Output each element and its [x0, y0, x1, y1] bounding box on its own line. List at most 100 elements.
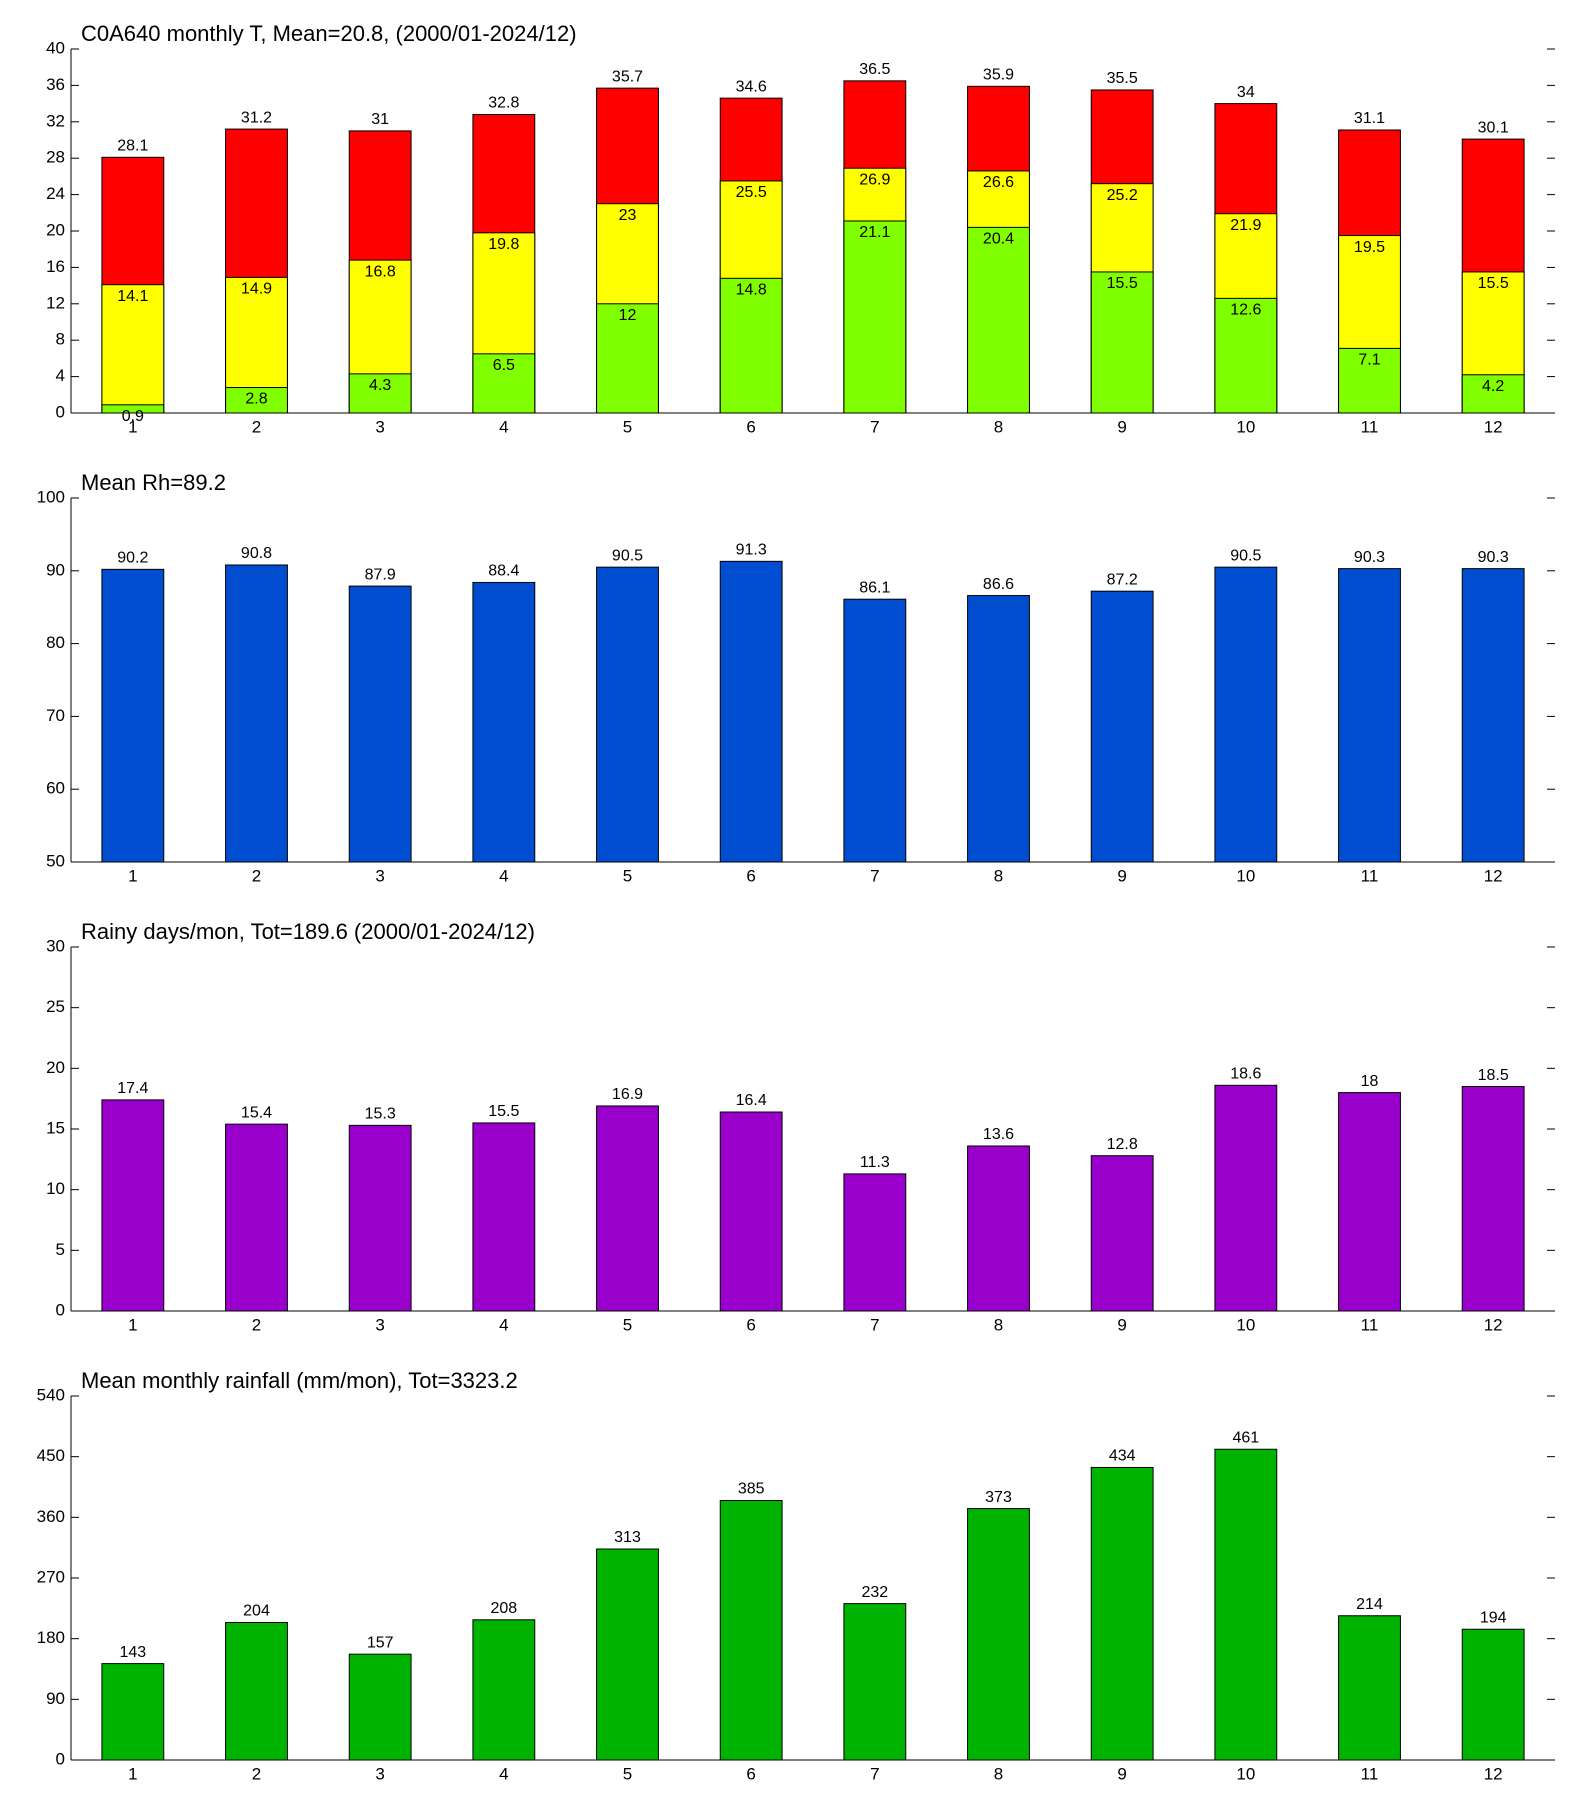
value-label: 16.8: [365, 263, 396, 280]
value-label: 32.8: [488, 95, 519, 112]
value-label: 15.4: [241, 1104, 272, 1121]
y-tick-label: 28: [46, 148, 65, 167]
value-label: 90.5: [612, 547, 643, 564]
y-tick-label: 25: [46, 997, 65, 1016]
value-label: 194: [1480, 1609, 1507, 1626]
x-tick-label: 12: [1484, 1315, 1503, 1334]
value-label: 17.4: [117, 1080, 148, 1097]
bar: [472, 1619, 536, 1761]
value-label: 87.9: [365, 566, 396, 583]
y-tick-label: 16: [46, 257, 65, 276]
bar: [472, 581, 536, 863]
x-tick-label: 12: [1484, 1764, 1503, 1783]
bar: [1090, 590, 1154, 863]
bar: [1461, 1628, 1525, 1761]
value-label: 143: [119, 1644, 146, 1661]
value-label: 23: [619, 207, 637, 224]
y-tick-label: 40: [46, 38, 65, 57]
bar: [1461, 374, 1525, 414]
y-tick-label: 32: [46, 111, 65, 130]
bar: [101, 1099, 165, 1312]
value-label: 15.3: [365, 1106, 396, 1123]
bar: [719, 560, 783, 863]
y-tick-label: 20: [46, 220, 65, 239]
x-tick-label: 12: [1484, 417, 1503, 436]
value-label: 90.2: [117, 550, 148, 567]
value-label: 208: [490, 1600, 517, 1617]
value-label: 25.5: [736, 184, 767, 201]
x-tick-label: 5: [623, 1764, 632, 1783]
x-tick-label: 10: [1236, 1764, 1255, 1783]
value-label: 25.2: [1107, 187, 1138, 204]
x-tick-label: 9: [1117, 417, 1126, 436]
bar: [1214, 1448, 1278, 1761]
x-tick-label: 4: [499, 1764, 508, 1783]
bar: [843, 598, 907, 863]
x-tick-label: 9: [1117, 866, 1126, 885]
x-tick-label: 3: [375, 1315, 384, 1334]
y-tick-label: 24: [46, 184, 65, 203]
bar: [1338, 1615, 1401, 1761]
value-label: 31.2: [241, 109, 272, 126]
y-tick-label: 60: [46, 779, 65, 798]
y-tick-label: 80: [46, 633, 65, 652]
x-tick-label: 6: [746, 1315, 755, 1334]
y-tick-label: 15: [46, 1118, 65, 1137]
y-tick-label: 36: [46, 75, 65, 94]
x-tick-label: 11: [1361, 417, 1379, 436]
y-tick-label: 8: [56, 330, 65, 349]
x-tick-label: 12: [1484, 866, 1503, 885]
bar: [101, 1663, 165, 1761]
x-tick-label: 3: [375, 866, 384, 885]
value-label: 6.5: [493, 357, 515, 374]
y-tick-label: 5: [56, 1240, 65, 1259]
value-label: 34: [1237, 84, 1255, 101]
value-label: 21.9: [1230, 217, 1261, 234]
y-tick-label: 20: [46, 1058, 65, 1077]
value-label: 16.4: [736, 1092, 767, 1109]
value-label: 28.1: [117, 138, 148, 155]
value-label: 91.3: [736, 542, 767, 559]
value-label: 35.5: [1107, 70, 1138, 87]
y-tick-label: 10: [46, 1179, 65, 1198]
y-tick-label: 30: [46, 936, 65, 955]
value-label: 90.3: [1478, 549, 1509, 566]
value-label: 12.6: [1230, 302, 1261, 319]
x-tick-label: 4: [499, 866, 508, 885]
bar: [967, 1508, 1030, 1761]
value-label: 204: [243, 1603, 270, 1620]
x-tick-label: 2: [252, 1315, 261, 1334]
value-label: 31.1: [1354, 110, 1385, 127]
value-label: 15.5: [488, 1103, 519, 1120]
bar: [225, 1123, 288, 1312]
x-tick-label: 2: [252, 417, 261, 436]
bar: [101, 568, 165, 863]
y-tick-label: 270: [37, 1567, 65, 1586]
bar: [1090, 1466, 1154, 1761]
bar: [1338, 1092, 1401, 1312]
value-label: 19.8: [488, 236, 519, 253]
x-tick-label: 2: [252, 1764, 261, 1783]
y-tick-label: 4: [56, 366, 65, 385]
bar: [1338, 568, 1401, 863]
value-label: 2.8: [245, 391, 267, 408]
y-tick-label: 0: [56, 1300, 65, 1319]
bar: [843, 1173, 907, 1312]
x-tick-label: 7: [870, 1315, 879, 1334]
bar: [596, 1105, 659, 1312]
x-tick-label: 5: [623, 1315, 632, 1334]
x-tick-label: 9: [1117, 1315, 1126, 1334]
value-label: 4.2: [1482, 378, 1504, 395]
chart-title: Mean Rh=89.2: [81, 470, 226, 495]
bar: [1214, 566, 1278, 863]
value-label: 15.5: [1107, 275, 1138, 292]
value-label: 313: [614, 1529, 641, 1546]
value-label: 86.1: [859, 579, 890, 596]
value-label: 90.8: [241, 545, 272, 562]
value-label: 16.9: [612, 1086, 643, 1103]
y-tick-label: 180: [37, 1628, 65, 1647]
x-tick-label: 6: [746, 417, 755, 436]
bar: [719, 1111, 783, 1312]
